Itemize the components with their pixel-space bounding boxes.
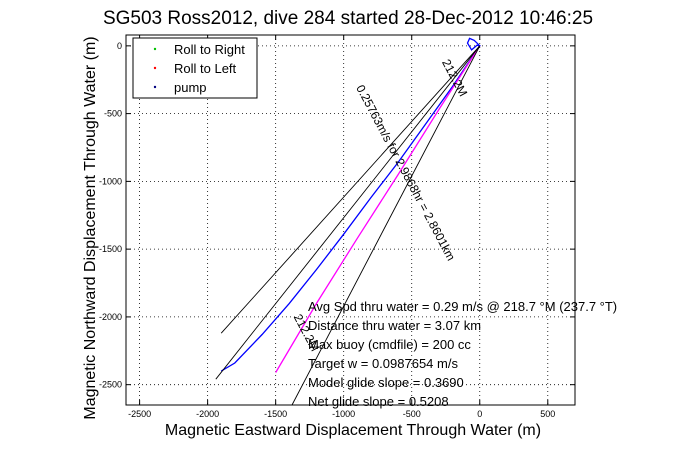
data-series — [215, 37, 481, 406]
y-tick-label: -1000 — [99, 176, 122, 186]
annotation-line: Avg Spd thru water = 0.29 m/s @ 218.7 °M… — [308, 299, 617, 314]
track-line-1 — [275, 45, 481, 373]
x-tick-label: 0 — [477, 409, 482, 419]
axes-box — [125, 34, 576, 406]
y-tick-label: 0 — [117, 41, 122, 51]
annotation-line: Model glide slope = 0.3690 — [308, 375, 464, 390]
annotation-line: Net glide slope = 0.5208 — [308, 394, 449, 409]
x-tick-label: 500 — [540, 409, 555, 419]
legend-entry-label: Roll to Right — [174, 42, 245, 57]
legend-entry-label: Roll to Left — [174, 61, 237, 76]
chart-title: SG503 Ross2012, dive 284 started 28-Dec-… — [103, 8, 593, 29]
annotation-line: Distance thru water = 3.07 km — [308, 318, 481, 333]
annotation-line: Max buoy (cmdfile) = 200 cc — [308, 337, 471, 352]
y-tick-label: -1500 — [99, 244, 122, 254]
legend-marker — [153, 66, 157, 70]
x-axis-label: Magnetic Eastward Displacement Through W… — [165, 422, 541, 439]
x-tick-label: -1000 — [332, 409, 355, 419]
reference-line-3 — [291, 45, 481, 406]
y-axis-label: Magnetic Northward Displacement Through … — [82, 36, 99, 419]
x-tick-label: -500 — [403, 409, 421, 419]
legend-box — [132, 37, 258, 99]
annotation-line: Target w = 0.0987654 m/s — [308, 356, 458, 371]
reference-line-4 — [215, 45, 481, 380]
reference-line-2 — [220, 45, 481, 334]
axis-ticks: -2500 -2000 -1500 -1000 -500 0 500 -2500 -2000 -1… — [99, 35, 575, 419]
legend-entry-label: pump — [174, 80, 207, 95]
y-tick-label: -500 — [104, 109, 122, 119]
x-tick-label: -1500 — [264, 409, 287, 419]
y-tick-label: -2500 — [99, 380, 122, 390]
legend: Roll to Right Roll to Left pump — [132, 37, 258, 99]
track-line-0 — [220, 37, 481, 372]
annotation-block: Avg Spd thru water = 0.29 m/s @ 218.7 °M… — [308, 299, 617, 409]
y-tick-label: -2000 — [99, 312, 122, 322]
legend-marker — [153, 85, 157, 89]
x-tick-label: -2500 — [128, 409, 151, 419]
x-tick-label: -2000 — [196, 409, 219, 419]
legend-marker — [153, 47, 157, 51]
